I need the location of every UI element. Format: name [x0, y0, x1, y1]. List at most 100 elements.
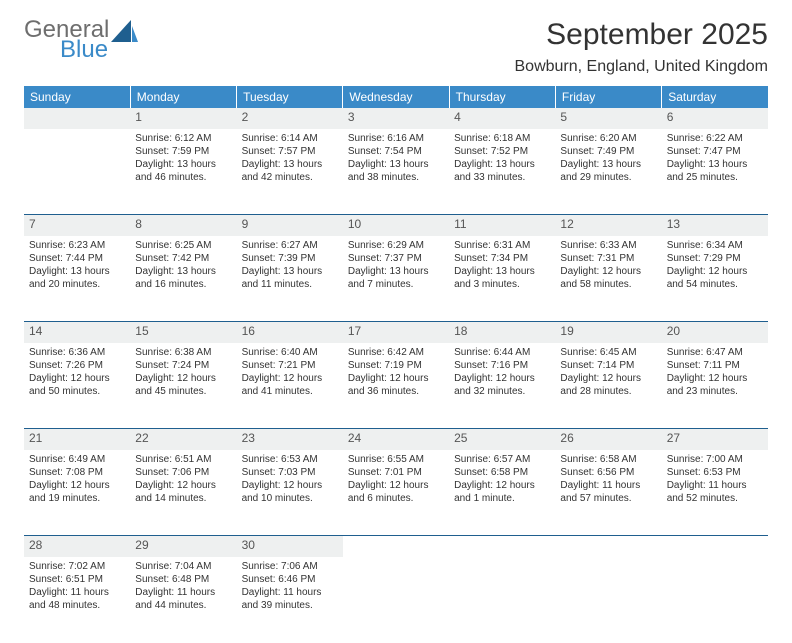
day-number: 13	[667, 217, 763, 233]
sunrise-text: Sunrise: 7:06 AM	[242, 560, 338, 573]
daylight-text: Daylight: 12 hours and 32 minutes.	[454, 372, 550, 398]
daylight-text: Daylight: 13 hours and 7 minutes.	[348, 265, 444, 291]
day-number-cell: 26	[555, 429, 661, 450]
day-number: 8	[135, 217, 231, 233]
empty-cell	[343, 536, 449, 557]
sunset-text: Sunset: 7:37 PM	[348, 252, 444, 265]
sunrise-text: Sunrise: 6:23 AM	[29, 239, 125, 252]
day-cell: Sunrise: 6:42 AMSunset: 7:19 PMDaylight:…	[343, 343, 449, 429]
day-number-cell: 16	[237, 322, 343, 343]
empty-cell	[449, 536, 555, 557]
day-number-cell: 9	[237, 215, 343, 236]
day-cell: Sunrise: 6:36 AMSunset: 7:26 PMDaylight:…	[24, 343, 130, 429]
day-number-cell: 8	[130, 215, 236, 236]
sunrise-text: Sunrise: 6:33 AM	[560, 239, 656, 252]
day-number: 17	[348, 324, 444, 340]
sunrise-text: Sunrise: 6:47 AM	[667, 346, 763, 359]
sunset-text: Sunset: 7:19 PM	[348, 359, 444, 372]
day-cell: Sunrise: 6:44 AMSunset: 7:16 PMDaylight:…	[449, 343, 555, 429]
day-number: 22	[135, 431, 231, 447]
sunrise-text: Sunrise: 6:27 AM	[242, 239, 338, 252]
empty-cell	[662, 557, 768, 643]
logo: General Blue	[24, 18, 139, 62]
day-number-cell: 4	[449, 108, 555, 129]
day-number-cell: 2	[237, 108, 343, 129]
day-cell: Sunrise: 6:31 AMSunset: 7:34 PMDaylight:…	[449, 236, 555, 322]
day-number: 20	[667, 324, 763, 340]
sunset-text: Sunset: 7:16 PM	[454, 359, 550, 372]
sunrise-text: Sunrise: 6:38 AM	[135, 346, 231, 359]
sunset-text: Sunset: 6:53 PM	[667, 466, 763, 479]
day-number: 23	[242, 431, 338, 447]
day-number-cell: 29	[130, 536, 236, 557]
sunrise-text: Sunrise: 6:29 AM	[348, 239, 444, 252]
weekday-header: Thursday	[449, 86, 555, 108]
empty-cell	[343, 557, 449, 643]
day-number: 15	[135, 324, 231, 340]
day-number: 9	[242, 217, 338, 233]
sunset-text: Sunset: 7:34 PM	[454, 252, 550, 265]
day-cell: Sunrise: 6:58 AMSunset: 6:56 PMDaylight:…	[555, 450, 661, 536]
day-cell: Sunrise: 6:14 AMSunset: 7:57 PMDaylight:…	[237, 129, 343, 215]
daylight-text: Daylight: 12 hours and 1 minute.	[454, 479, 550, 505]
day-number-cell: 22	[130, 429, 236, 450]
day-number: 30	[242, 538, 338, 554]
day-cell: Sunrise: 6:51 AMSunset: 7:06 PMDaylight:…	[130, 450, 236, 536]
sunrise-text: Sunrise: 7:02 AM	[29, 560, 125, 573]
day-number: 14	[29, 324, 125, 340]
sunset-text: Sunset: 7:08 PM	[29, 466, 125, 479]
day-number: 10	[348, 217, 444, 233]
empty-cell	[449, 557, 555, 643]
sunrise-text: Sunrise: 6:25 AM	[135, 239, 231, 252]
sunrise-text: Sunrise: 6:14 AM	[242, 132, 338, 145]
page-header: General Blue September 2025 Bowburn, Eng…	[24, 18, 768, 76]
weekday-header: Monday	[130, 86, 236, 108]
sunset-text: Sunset: 6:56 PM	[560, 466, 656, 479]
day-number: 24	[348, 431, 444, 447]
day-number-cell: 10	[343, 215, 449, 236]
day-number-cell: 21	[24, 429, 130, 450]
sunrise-text: Sunrise: 6:49 AM	[29, 453, 125, 466]
sunrise-text: Sunrise: 6:57 AM	[454, 453, 550, 466]
day-number-cell: 24	[343, 429, 449, 450]
day-number: 26	[560, 431, 656, 447]
location-subtitle: Bowburn, England, United Kingdom	[515, 58, 769, 76]
day-cell: Sunrise: 6:16 AMSunset: 7:54 PMDaylight:…	[343, 129, 449, 215]
day-cell: Sunrise: 6:25 AMSunset: 7:42 PMDaylight:…	[130, 236, 236, 322]
calendar-header-row: SundayMondayTuesdayWednesdayThursdayFrid…	[24, 86, 768, 108]
daylight-text: Daylight: 13 hours and 11 minutes.	[242, 265, 338, 291]
sunrise-text: Sunrise: 6:31 AM	[454, 239, 550, 252]
day-number-cell: 30	[237, 536, 343, 557]
day-number-cell: 20	[662, 322, 768, 343]
day-number: 4	[454, 110, 550, 126]
day-number: 25	[454, 431, 550, 447]
day-number: 16	[242, 324, 338, 340]
calendar-week-row: Sunrise: 6:23 AMSunset: 7:44 PMDaylight:…	[24, 236, 768, 322]
day-number-cell: 1	[130, 108, 236, 129]
daynum-row: 123456	[24, 108, 768, 129]
daylight-text: Daylight: 13 hours and 3 minutes.	[454, 265, 550, 291]
daylight-text: Daylight: 13 hours and 29 minutes.	[560, 158, 656, 184]
daylight-text: Daylight: 12 hours and 10 minutes.	[242, 479, 338, 505]
day-number: 29	[135, 538, 231, 554]
day-cell: Sunrise: 7:00 AMSunset: 6:53 PMDaylight:…	[662, 450, 768, 536]
day-number-cell: 6	[662, 108, 768, 129]
sunset-text: Sunset: 7:24 PM	[135, 359, 231, 372]
daylight-text: Daylight: 13 hours and 20 minutes.	[29, 265, 125, 291]
weekday-header: Wednesday	[343, 86, 449, 108]
day-cell: Sunrise: 6:57 AMSunset: 6:58 PMDaylight:…	[449, 450, 555, 536]
sail-icon	[111, 20, 139, 44]
day-cell: Sunrise: 6:38 AMSunset: 7:24 PMDaylight:…	[130, 343, 236, 429]
weekday-header: Friday	[555, 86, 661, 108]
sunset-text: Sunset: 7:03 PM	[242, 466, 338, 479]
day-number: 2	[242, 110, 338, 126]
day-cell: Sunrise: 7:02 AMSunset: 6:51 PMDaylight:…	[24, 557, 130, 643]
day-number: 18	[454, 324, 550, 340]
daylight-text: Daylight: 12 hours and 6 minutes.	[348, 479, 444, 505]
day-cell: Sunrise: 6:53 AMSunset: 7:03 PMDaylight:…	[237, 450, 343, 536]
sunrise-text: Sunrise: 6:34 AM	[667, 239, 763, 252]
day-number: 6	[667, 110, 763, 126]
day-number-cell: 27	[662, 429, 768, 450]
sunset-text: Sunset: 7:26 PM	[29, 359, 125, 372]
daylight-text: Daylight: 12 hours and 45 minutes.	[135, 372, 231, 398]
